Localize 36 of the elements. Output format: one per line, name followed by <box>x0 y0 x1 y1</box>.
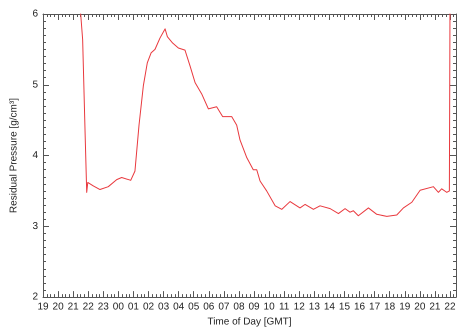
x-tick-label: 00 <box>112 302 124 313</box>
x-tick-label: 22 <box>82 302 94 313</box>
x-tick-label: 22 <box>444 302 456 313</box>
x-tick-label: 13 <box>308 302 320 313</box>
x-tick-label: 21 <box>68 302 80 313</box>
x-tick-label: 11 <box>278 302 290 313</box>
y-tick-label: 3 <box>32 220 38 232</box>
x-tick-label: 20 <box>414 302 426 313</box>
x-tick-label: 04 <box>173 302 185 313</box>
x-tick-label: 12 <box>294 302 306 313</box>
x-tick-label: 07 <box>218 302 230 313</box>
x-tick-label: 06 <box>203 302 215 313</box>
x-tick-label: 10 <box>264 302 276 313</box>
y-tick-label: 6 <box>32 8 38 20</box>
x-tick-label: 03 <box>158 302 170 313</box>
x-tick-label: 14 <box>324 302 336 313</box>
x-axis-title: Time of Day [GMT] <box>207 316 292 328</box>
x-tick-label: 15 <box>338 302 350 313</box>
x-tick-label: 18 <box>384 302 396 313</box>
x-tick-label: 21 <box>429 302 441 313</box>
x-tick-label: 05 <box>188 302 200 313</box>
x-tick-label: 19 <box>37 302 49 313</box>
y-tick-label: 5 <box>32 79 38 90</box>
y-axis-title: Residual Pressure [g/cm³] <box>8 98 20 214</box>
x-tick-label: 17 <box>369 302 381 313</box>
line-series <box>80 14 450 217</box>
x-tick-label: 16 <box>354 302 366 313</box>
x-tick-label: 23 <box>98 302 110 313</box>
x-tick-label: 19 <box>399 302 411 313</box>
x-tick-label: 01 <box>128 302 140 313</box>
y-tick-label: 2 <box>32 292 38 303</box>
x-tick-label: 08 <box>233 302 245 313</box>
x-tick-label: 09 <box>248 302 260 313</box>
x-tick-label: 20 <box>52 302 64 313</box>
y-tick-label: 4 <box>32 150 38 162</box>
x-tick-label: 02 <box>142 302 155 313</box>
